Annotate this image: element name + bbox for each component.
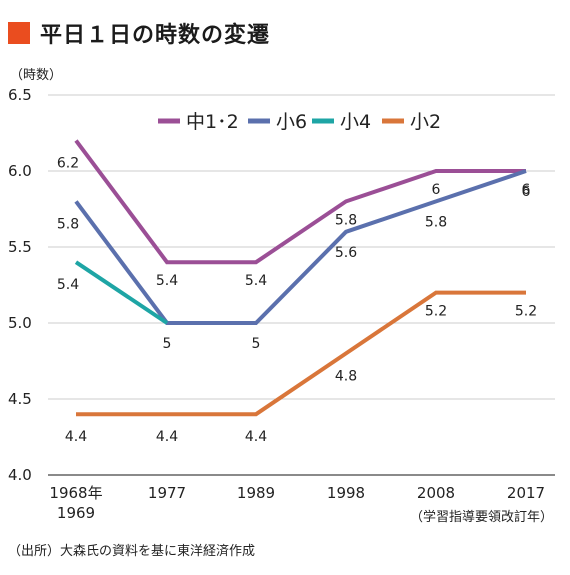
legend-label: 小2 — [410, 111, 441, 133]
data-label: 4.4 — [65, 429, 87, 445]
data-label: 4.4 — [245, 429, 267, 445]
legend-label: 小4 — [340, 111, 371, 133]
data-label: 5.8 — [335, 212, 357, 228]
data-label: 5.2 — [425, 304, 447, 320]
chart-title-block: 平日１日の時数の変遷 — [8, 18, 270, 48]
x-axis-note: （学習指導要領改訂年） — [410, 510, 554, 525]
source-note: （出所）大森氏の資料を基に東洋経済作成 — [8, 544, 256, 559]
data-label: 5.4 — [57, 277, 79, 293]
data-label: 6.2 — [57, 156, 79, 172]
x-tick-label: 1989 — [237, 484, 275, 502]
series-line-小6 — [74, 169, 527, 325]
data-label: 5.6 — [335, 245, 357, 261]
data-label: 5 — [252, 336, 261, 352]
x-tick-label: 2008 — [417, 484, 455, 502]
data-label: 5.4 — [245, 273, 267, 289]
x-tick-label: 1968年 — [49, 484, 102, 502]
data-label: 4.4 — [156, 429, 178, 445]
data-label: 5.8 — [425, 214, 447, 230]
data-label: 6 — [432, 182, 441, 198]
y-tick-label: 4.0 — [8, 466, 32, 484]
y-tick-label: 6.5 — [8, 86, 32, 104]
x-tick-sublabel: 1969 — [57, 504, 95, 522]
data-label: 5.2 — [515, 304, 537, 320]
series-line-小4 — [74, 260, 169, 325]
legend-label: 中1･2 — [186, 111, 239, 133]
legend-label: 小6 — [276, 111, 307, 133]
chart-title: 平日１日の時数の変遷 — [40, 23, 271, 48]
data-label: 6 — [522, 184, 531, 200]
y-tick-label: 6.0 — [8, 162, 32, 180]
y-tick-label: 4.5 — [8, 390, 32, 408]
title-marker — [8, 22, 30, 44]
data-label: 4.8 — [335, 368, 357, 384]
data-label: 5.8 — [57, 216, 79, 232]
series-line-小2 — [76, 290, 526, 417]
data-label: 5 — [163, 336, 172, 352]
x-tick-label: 1977 — [148, 484, 186, 502]
data-label: 5.4 — [156, 273, 178, 289]
y-tick-label: 5.0 — [8, 314, 32, 332]
data-label: 6 — [522, 182, 531, 198]
x-tick-label: 2017 — [507, 484, 545, 502]
x-tick-label: 1998 — [327, 484, 365, 502]
y-axis-unit-label: （時数） — [10, 68, 63, 83]
series-line-中1･2 — [74, 139, 526, 265]
y-tick-label: 5.5 — [8, 238, 32, 256]
